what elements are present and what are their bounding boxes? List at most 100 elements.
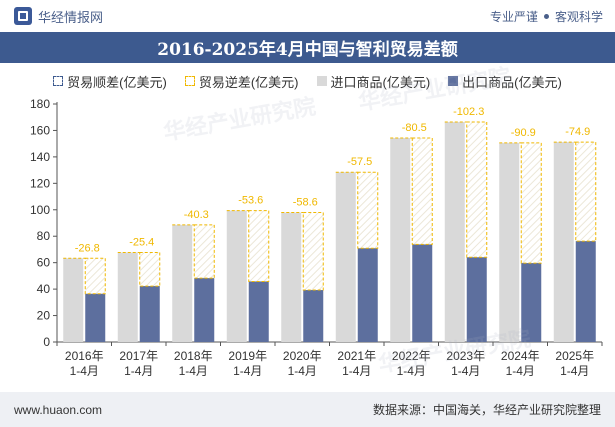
tagline-right: 客观科学 (554, 9, 603, 24)
x-tick-label: 2016年 (65, 349, 104, 363)
footer-source: 数据来源：中国海关，华经产业研究院整理 (372, 403, 601, 417)
x-tick-label: 1-4月 (288, 364, 317, 378)
import-bar (553, 142, 574, 342)
export-bar (303, 290, 324, 342)
x-tick-label: 2025年 (555, 349, 594, 363)
import-bar (444, 121, 465, 342)
watermark-text: 华经产业研究院 (357, 64, 513, 115)
deficit-hatch (85, 258, 106, 294)
chart-title: 2016-2025年4月中国与智利贸易差额 (157, 40, 458, 60)
deficit-value-label: -53.6 (238, 195, 263, 207)
legend-item-deficit: 贸易逆差(亿美元) (184, 72, 299, 91)
legend-swatch-imports (316, 76, 327, 86)
deficit-hatch (248, 210, 269, 282)
y-tick-label: 100 (30, 203, 50, 217)
separator-dot-icon (543, 13, 549, 19)
y-tick-label: 80 (37, 229, 51, 243)
deficit-outline (84, 257, 106, 295)
import-bar (499, 142, 520, 342)
import-bar (390, 137, 411, 342)
y-tick-label: 40 (37, 282, 51, 296)
export-bar (521, 263, 542, 342)
legend-item-exports: 出口商品(亿美元) (448, 72, 562, 91)
import-bar (117, 252, 138, 342)
legend-label-exports: 出口商品(亿美元) (462, 74, 562, 90)
deficit-value-label: -102.3 (453, 106, 484, 118)
legend-item-surplus: 贸易顺差(亿美元) (53, 72, 167, 91)
footer-website: www.huaon.com (14, 402, 103, 417)
deficit-hatch (303, 212, 324, 291)
deficit-value-label: -26.8 (75, 242, 100, 254)
deficit-hatch (357, 172, 378, 249)
legend-swatch-deficit (184, 76, 195, 86)
chart-title-bar: 2016-2025年4月中国与智利贸易差额 (0, 32, 615, 63)
x-tick-label: 2021年 (337, 349, 376, 363)
export-bar (575, 241, 596, 342)
deficit-outline (411, 137, 433, 245)
deficit-hatch (139, 252, 160, 287)
import-bar (226, 210, 247, 342)
deficit-hatch (466, 121, 487, 258)
import-bar (335, 172, 356, 342)
footer: www.huaon.com 数据来源：中国海关，华经产业研究院整理 (0, 392, 615, 427)
x-tick-label: 1-4月 (560, 364, 589, 378)
deficit-outline (302, 212, 324, 291)
x-tick-label: 1-4月 (451, 364, 480, 378)
export-bar (357, 248, 378, 342)
x-tick-label: 2019年 (228, 349, 267, 363)
deficit-value-label: -57.5 (347, 156, 372, 168)
chart-legend: 贸易顺差(亿美元) 贸易逆差(亿美元) 进口商品(亿美元) 出口商品(亿美元) (0, 70, 615, 92)
export-bar (412, 244, 433, 342)
y-tick-label: 120 (30, 176, 50, 190)
deficit-hatch (194, 224, 215, 279)
x-tick-label: 1-4月 (179, 364, 208, 378)
x-tick-label: 1-4月 (397, 364, 426, 378)
y-tick-label: 20 (37, 309, 51, 323)
x-tick-label: 1-4月 (124, 364, 153, 378)
deficit-outline (520, 142, 542, 264)
x-tick-label: 1-4月 (342, 364, 371, 378)
x-tick-label: 2023年 (446, 349, 485, 363)
deficit-value-label: -74.9 (565, 126, 590, 138)
deficit-outline (575, 141, 597, 242)
x-tick-label: 1-4月 (233, 364, 262, 378)
deficit-outline (193, 224, 215, 279)
site-name: 华经情报网 (38, 9, 104, 25)
watermark-text: 华经产业研究院 (162, 94, 318, 145)
export-bar (248, 281, 269, 342)
deficit-value-label: -90.9 (511, 127, 536, 139)
deficit-value-label: -25.4 (129, 236, 154, 248)
x-tick-label: 2024年 (501, 349, 540, 363)
x-tick-label: 2017年 (119, 349, 158, 363)
tagline: 专业严谨 客观科学 (490, 8, 603, 25)
x-tick-label: 1-4月 (70, 364, 99, 378)
legend-item-imports: 进口商品(亿美元) (316, 72, 431, 91)
tagline-left: 专业严谨 (489, 9, 538, 24)
export-bar (139, 286, 160, 342)
x-tick-label: 1-4月 (506, 364, 535, 378)
deficit-outline (466, 121, 488, 258)
deficit-outline (139, 251, 161, 287)
y-tick-label: 60 (37, 256, 51, 270)
y-tick-label: 160 (30, 123, 50, 137)
deficit-outline (248, 210, 270, 282)
top-bar: 华经情报网 专业严谨 客观科学 (0, 0, 615, 32)
site-logo-icon (14, 7, 32, 25)
deficit-value-label: -80.5 (402, 122, 427, 134)
import-bar (63, 258, 84, 342)
deficit-outline (357, 171, 379, 249)
y-tick-label: 140 (30, 150, 50, 164)
y-tick-label: 180 (30, 97, 50, 111)
legend-label-imports: 进口商品(亿美元) (330, 74, 431, 90)
deficit-value-label: -40.3 (184, 209, 209, 221)
deficit-hatch (575, 142, 596, 242)
y-tick-label: 0 (43, 335, 50, 349)
import-bar (172, 224, 193, 342)
export-bar (85, 293, 106, 342)
export-bar (466, 257, 487, 342)
deficit-hatch (521, 142, 542, 264)
x-tick-label: 2020年 (283, 349, 322, 363)
brand: 华经情报网 (14, 7, 103, 26)
export-bar (194, 278, 215, 342)
deficit-value-label: -58.6 (293, 197, 318, 209)
